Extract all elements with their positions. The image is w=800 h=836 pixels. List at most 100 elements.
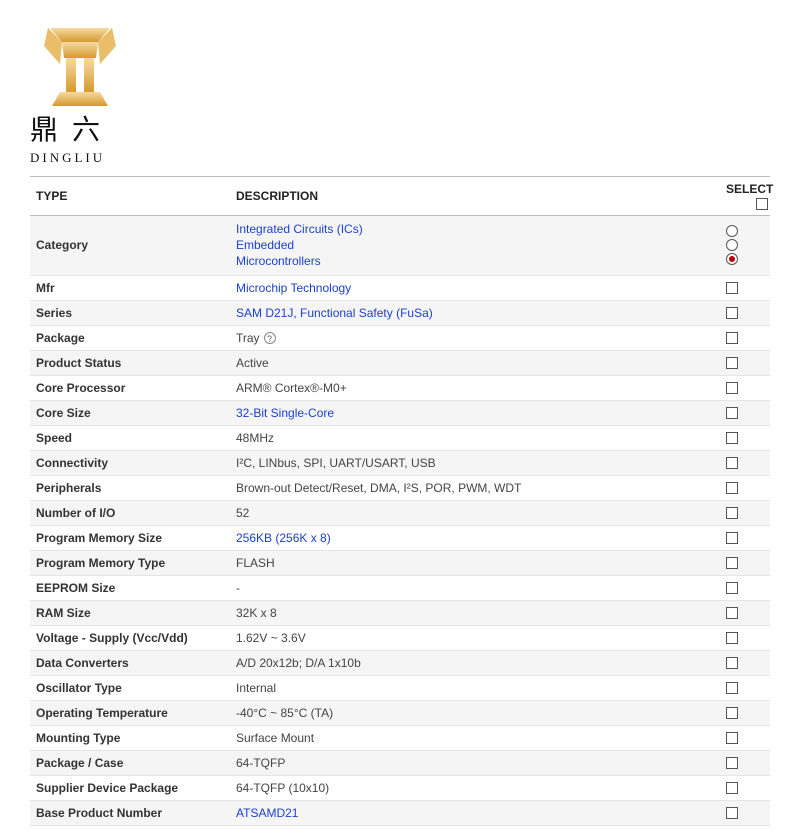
category-link[interactable]: Integrated Circuits (ICs) — [236, 221, 714, 237]
table-row: Speed 48MHz — [30, 425, 770, 450]
row-checkbox[interactable] — [726, 707, 738, 719]
row-type: RAM Size — [30, 600, 230, 625]
row-select — [720, 375, 770, 400]
row-description: Brown-out Detect/Reset, DMA, I²S, POR, P… — [230, 475, 720, 500]
row-select — [720, 400, 770, 425]
row-type: Connectivity — [30, 450, 230, 475]
row-description: Integrated Circuits (ICs)EmbeddedMicroco… — [230, 216, 720, 276]
logo-latin-text: DINGLIU — [30, 150, 770, 166]
header-description: DESCRIPTION — [230, 177, 720, 216]
row-select — [720, 275, 770, 300]
row-checkbox[interactable] — [726, 482, 738, 494]
row-description: Active — [230, 350, 720, 375]
table-row: Operating Temperature-40°C ~ 85°C (TA) — [30, 700, 770, 725]
header-select-label: SELECT — [726, 182, 773, 196]
row-checkbox[interactable] — [726, 632, 738, 644]
row-checkbox[interactable] — [726, 532, 738, 544]
row-description: 64-TQFP — [230, 750, 720, 775]
row-checkbox[interactable] — [726, 732, 738, 744]
row-select — [720, 425, 770, 450]
value-text: 48MHz — [236, 431, 274, 445]
row-description: ARM® Cortex®-M0+ — [230, 375, 720, 400]
row-checkbox[interactable] — [726, 457, 738, 469]
row-checkbox[interactable] — [726, 657, 738, 669]
row-type: Mfr — [30, 275, 230, 300]
row-checkbox[interactable] — [726, 382, 738, 394]
value-text: 52 — [236, 506, 249, 520]
value-link[interactable]: SAM D21J, Functional Safety (FuSa) — [236, 306, 433, 320]
row-checkbox[interactable] — [726, 307, 738, 319]
row-description: - — [230, 575, 720, 600]
row-type: Core Processor — [30, 375, 230, 400]
table-row: EEPROM Size- — [30, 575, 770, 600]
value-text: 1.62V ~ 3.6V — [236, 631, 306, 645]
row-checkbox[interactable] — [726, 357, 738, 369]
row-checkbox[interactable] — [726, 507, 738, 519]
value-text: Tray — [236, 331, 260, 345]
header-type: TYPE — [30, 177, 230, 216]
row-select — [720, 750, 770, 775]
row-checkbox[interactable] — [726, 332, 738, 344]
row-type: Package — [30, 325, 230, 350]
row-description: 32K x 8 — [230, 600, 720, 625]
header-select: SELECT — [720, 177, 770, 216]
row-description: 48MHz — [230, 425, 720, 450]
row-checkbox[interactable] — [726, 682, 738, 694]
value-text: ARM® Cortex®-M0+ — [236, 381, 347, 395]
value-link[interactable]: Microchip Technology — [236, 281, 351, 295]
row-select — [720, 775, 770, 800]
row-checkbox[interactable] — [726, 782, 738, 794]
value-text: Internal — [236, 681, 276, 695]
value-link[interactable]: ATSAMD21 — [236, 806, 298, 820]
category-link[interactable]: Embedded — [236, 237, 714, 253]
table-row: Oscillator TypeInternal — [30, 675, 770, 700]
row-checkbox[interactable] — [726, 282, 738, 294]
row-type: Speed — [30, 425, 230, 450]
row-description: 64-TQFP (10x10) — [230, 775, 720, 800]
row-checkbox[interactable] — [726, 557, 738, 569]
row-description: ATSAMD21 — [230, 800, 720, 825]
category-link[interactable]: Microcontrollers — [236, 253, 714, 269]
row-select — [720, 550, 770, 575]
row-select — [720, 475, 770, 500]
row-type: Core Size — [30, 400, 230, 425]
table-row: Core Size 32-Bit Single-Core — [30, 400, 770, 425]
row-select — [720, 650, 770, 675]
row-checkbox[interactable] — [726, 432, 738, 444]
row-select — [720, 600, 770, 625]
row-type: EEPROM Size — [30, 575, 230, 600]
table-row: Data ConvertersA/D 20x12b; D/A 1x10b — [30, 650, 770, 675]
row-description: Internal — [230, 675, 720, 700]
value-link[interactable]: 256KB (256K x 8) — [236, 531, 331, 545]
row-checkbox[interactable] — [726, 582, 738, 594]
logo-icon — [30, 20, 130, 110]
row-checkbox[interactable] — [726, 407, 738, 419]
row-type: Voltage - Supply (Vcc/Vdd) — [30, 625, 230, 650]
row-select — [720, 700, 770, 725]
table-row: Product StatusActive — [30, 350, 770, 375]
row-checkbox[interactable] — [726, 807, 738, 819]
help-icon[interactable]: ? — [264, 332, 276, 344]
category-radio[interactable] — [726, 253, 738, 265]
row-description: Microchip Technology — [230, 275, 720, 300]
row-select — [720, 725, 770, 750]
row-select — [720, 800, 770, 825]
select-all-checkbox[interactable] — [756, 198, 768, 210]
row-select — [720, 350, 770, 375]
row-description: Surface Mount — [230, 725, 720, 750]
table-row: Package / Case64-TQFP — [30, 750, 770, 775]
row-select — [720, 500, 770, 525]
value-text: 32K x 8 — [236, 606, 277, 620]
row-checkbox[interactable] — [726, 607, 738, 619]
row-checkbox[interactable] — [726, 757, 738, 769]
category-radio[interactable] — [726, 225, 738, 237]
category-radio[interactable] — [726, 239, 738, 251]
value-link[interactable]: 32-Bit Single-Core — [236, 406, 334, 420]
row-type: Peripherals — [30, 475, 230, 500]
row-description: Tray? — [230, 325, 720, 350]
row-type: Number of I/O — [30, 500, 230, 525]
row-description: 1.62V ~ 3.6V — [230, 625, 720, 650]
logo: 鼎六 DINGLIU — [30, 20, 770, 166]
row-description: FLASH — [230, 550, 720, 575]
row-description: 256KB (256K x 8) — [230, 525, 720, 550]
